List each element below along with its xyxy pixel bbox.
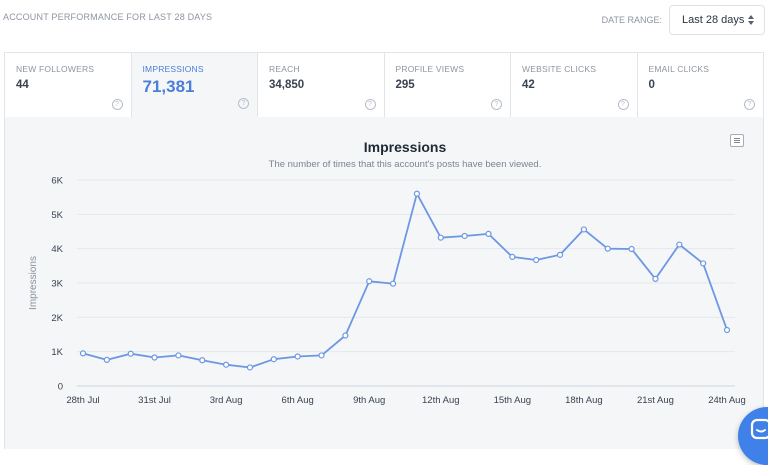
data-point [151,354,158,361]
metric-value: 71,381 [142,77,195,96]
x-tick-label: 9th Aug [353,395,385,406]
metric-tab-new-followers[interactable]: NEW FOLLOWERS 44 ? [5,53,132,117]
x-tick-label: 18th Aug [565,395,603,406]
data-point [533,256,540,264]
metric-value: 34,850 [269,79,305,91]
data-point [127,350,134,357]
x-tick-label: 28th Jul [66,395,99,406]
data-point [676,241,683,248]
sort-icon [748,15,754,25]
metric-label: NEW FOLLOWERS [16,64,95,74]
data-point [246,364,254,371]
data-point [461,232,468,240]
x-tick-label: 15th Aug [494,395,532,406]
metric-value: 44 [16,79,29,91]
metric-value: 42 [522,79,535,91]
data-point [103,356,110,364]
x-tick-label: 31st Jul [138,395,171,406]
x-tick-label: 12th Aug [422,395,460,406]
help-icon[interactable]: ? [364,99,376,110]
data-point [509,253,516,261]
series-line [82,192,728,369]
metric-value: 295 [395,79,415,91]
x-tick-label: 6th Aug [282,395,314,406]
chart-menu-icon[interactable] [730,134,744,147]
chart-subtitle: The number of times that this account's … [269,159,542,170]
metrics-tabs: NEW FOLLOWERS 44 ? IMPRESSIONS 71,381 ? … [4,52,764,118]
metric-value: 0 [648,79,655,91]
data-point [723,326,731,334]
chat-icon [750,418,768,440]
metric-label: IMPRESSIONS [142,64,204,74]
metric-tab-email-clicks[interactable]: EMAIL CLICKS 0 ? [638,53,764,117]
date-range-value: Last 28 days [682,14,745,26]
series-points [79,190,731,371]
metric-tab-profile-views[interactable]: PROFILE VIEWS 295 ? [385,53,511,117]
impressions-line [82,192,728,369]
date-range-label: DATE RANGE: [601,15,662,25]
y-tick-label: 4K [51,244,63,255]
data-point [294,353,301,360]
data-point [318,352,325,359]
metric-label: REACH [269,64,300,74]
y-tick-label: 0 [58,382,63,393]
help-icon[interactable]: ? [238,98,249,109]
data-point [199,357,206,364]
metric-tab-impressions[interactable]: IMPRESSIONS 71,381 ? [131,53,258,117]
data-point [580,226,587,233]
date-range-select[interactable]: Last 28 days [669,5,765,35]
data-point [270,356,277,363]
data-point [628,245,635,253]
y-tick-label: 2K [51,313,63,324]
data-point [342,332,349,339]
y-axis-ticks: 0 1K 2K 3K 4K 5K 6K [51,176,63,393]
date-range-control: DATE RANGE: Last 28 days [602,5,765,35]
y-tick-label: 5K [51,210,63,221]
x-axis-ticks: 28th Jul 31st Jul 3rd Aug 6th Aug 9th Aug 12t… [66,395,745,406]
data-point [652,275,659,282]
metric-tab-reach[interactable]: REACH 34,850 ? [258,53,385,117]
chart-title: Impressions [364,139,447,155]
grid-lines [77,179,735,387]
y-tick-label: 1K [51,347,63,358]
data-point [604,245,611,252]
data-point [175,352,182,359]
data-point [413,190,421,197]
y-axis-label: Impressions [28,256,39,310]
metric-label: EMAIL CLICKS [648,64,710,74]
data-point [437,234,444,241]
metric-tab-website-clicks[interactable]: WEBSITE CLICKS 42 ? [511,53,638,117]
chart-panel: Impressions The number of times that thi… [4,117,764,449]
data-point [79,350,87,357]
help-icon[interactable]: ? [617,99,629,110]
data-point [389,280,397,287]
data-point [485,230,492,238]
x-tick-label: 3rd Aug [210,395,243,406]
impressions-chart: Impressions The number of times that thi… [28,139,746,406]
data-point [223,361,230,368]
y-tick-label: 6K [51,176,63,187]
data-point [700,260,707,267]
help-icon[interactable]: ? [491,99,502,110]
metric-label: PROFILE VIEWS [395,64,465,74]
help-icon[interactable]: ? [744,99,755,110]
x-tick-label: 24th Aug [708,395,746,406]
data-point [366,278,373,285]
data-point [556,251,564,258]
help-icon[interactable]: ? [111,99,123,110]
y-tick-label: 3K [51,279,63,290]
x-tick-label: 21st Aug [637,395,674,406]
metric-label: WEBSITE CLICKS [522,64,597,74]
page-title: ACCOUNT PERFORMANCE FOR LAST 28 DAYS [3,12,213,22]
